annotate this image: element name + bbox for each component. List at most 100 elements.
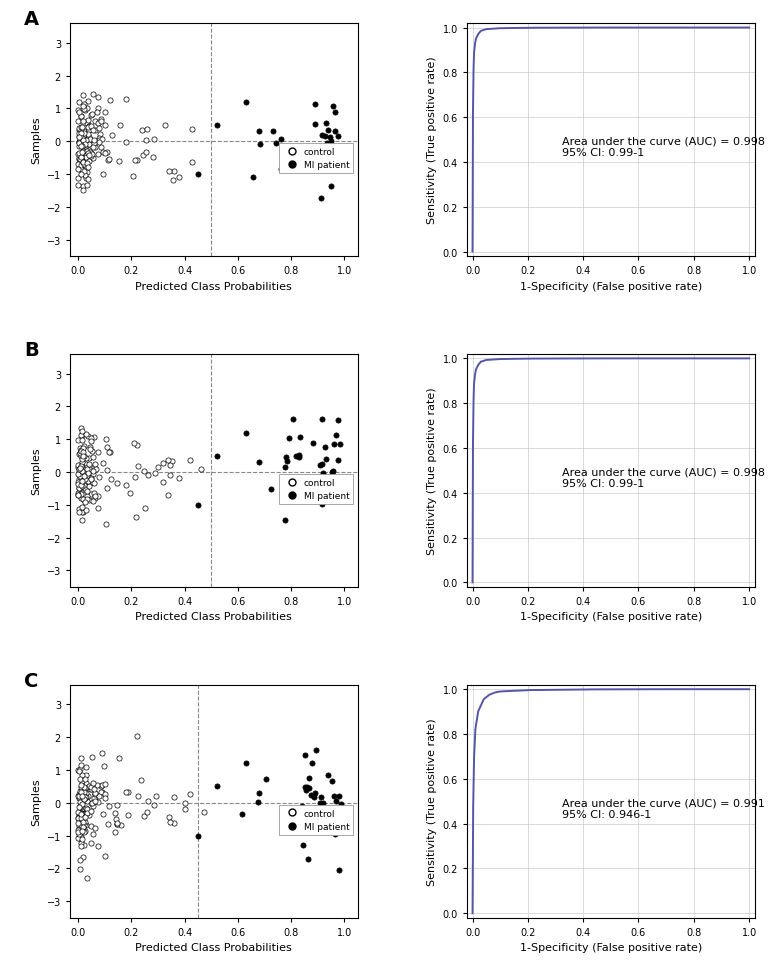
Point <box>110 811 122 826</box>
Point <box>303 480 315 496</box>
Point <box>324 134 337 149</box>
Point <box>240 95 252 111</box>
Point <box>100 146 113 161</box>
Point <box>326 139 338 155</box>
Point <box>149 465 162 480</box>
Point <box>76 150 89 165</box>
Point <box>82 127 94 142</box>
Point <box>78 818 90 833</box>
Point <box>79 776 91 792</box>
Point <box>287 411 300 427</box>
Point <box>179 796 191 811</box>
Point <box>75 456 88 471</box>
Point <box>99 776 111 792</box>
Point <box>80 133 93 148</box>
Point <box>75 779 87 795</box>
Point <box>72 95 85 111</box>
Point <box>316 128 328 143</box>
Point <box>79 474 92 489</box>
Point <box>325 820 338 835</box>
Point <box>135 773 147 788</box>
Point <box>127 169 139 185</box>
Point <box>81 870 93 885</box>
Point <box>99 118 111 134</box>
Point <box>93 134 106 149</box>
Point <box>328 437 341 453</box>
Point <box>72 178 85 193</box>
Point <box>87 826 100 842</box>
Point <box>78 784 90 800</box>
Point <box>78 478 90 493</box>
Point <box>122 808 135 824</box>
Point <box>92 90 104 106</box>
Point <box>74 474 86 489</box>
Y-axis label: Sensitivity (True positive rate): Sensitivity (True positive rate) <box>427 718 437 885</box>
Point <box>72 467 84 482</box>
Point <box>333 862 345 877</box>
Point <box>81 165 93 181</box>
Point <box>307 790 320 805</box>
Text: C: C <box>24 671 38 690</box>
Point <box>72 811 85 826</box>
Point <box>90 462 103 478</box>
Point <box>81 179 93 194</box>
Point <box>88 485 100 501</box>
Point <box>86 147 98 162</box>
Point <box>331 413 344 429</box>
Point <box>77 144 89 160</box>
Point <box>270 136 282 151</box>
Point <box>75 450 87 465</box>
Point <box>83 123 96 138</box>
Point <box>79 824 91 839</box>
Point <box>328 825 341 841</box>
Point <box>79 456 92 472</box>
Point <box>109 805 121 821</box>
Point <box>115 818 128 833</box>
Point <box>75 478 87 493</box>
Point <box>79 810 91 825</box>
Point <box>77 449 89 464</box>
Point <box>141 122 153 137</box>
Point <box>85 108 97 123</box>
Point <box>101 440 114 456</box>
Point <box>74 862 86 877</box>
Point <box>72 789 85 804</box>
Point <box>89 124 101 139</box>
Point <box>120 784 132 800</box>
Point <box>236 806 248 822</box>
Point <box>159 118 171 134</box>
Point <box>89 786 101 801</box>
Point <box>83 456 96 472</box>
Point <box>77 130 89 145</box>
Point <box>121 785 134 801</box>
Point <box>191 828 204 844</box>
Point <box>80 759 93 775</box>
Point <box>87 799 100 814</box>
Point <box>72 805 85 821</box>
Point <box>87 450 100 465</box>
Point <box>76 145 89 160</box>
Point <box>131 438 144 454</box>
Point <box>77 492 89 507</box>
Point <box>75 836 88 851</box>
Point <box>320 116 332 132</box>
Point <box>167 163 180 179</box>
Point <box>75 159 87 174</box>
Point <box>179 801 191 817</box>
Point <box>79 768 92 783</box>
Point <box>97 758 110 774</box>
Point <box>75 484 88 500</box>
Point <box>87 494 100 509</box>
Point <box>309 785 321 801</box>
Point <box>86 467 99 482</box>
Point <box>72 147 84 162</box>
Point <box>89 114 101 130</box>
Point <box>76 465 89 480</box>
Point <box>319 160 331 175</box>
Point <box>96 777 108 793</box>
Point <box>72 152 85 167</box>
Point <box>251 795 264 810</box>
Point <box>72 790 85 805</box>
Point <box>79 103 91 118</box>
Point <box>316 456 328 472</box>
